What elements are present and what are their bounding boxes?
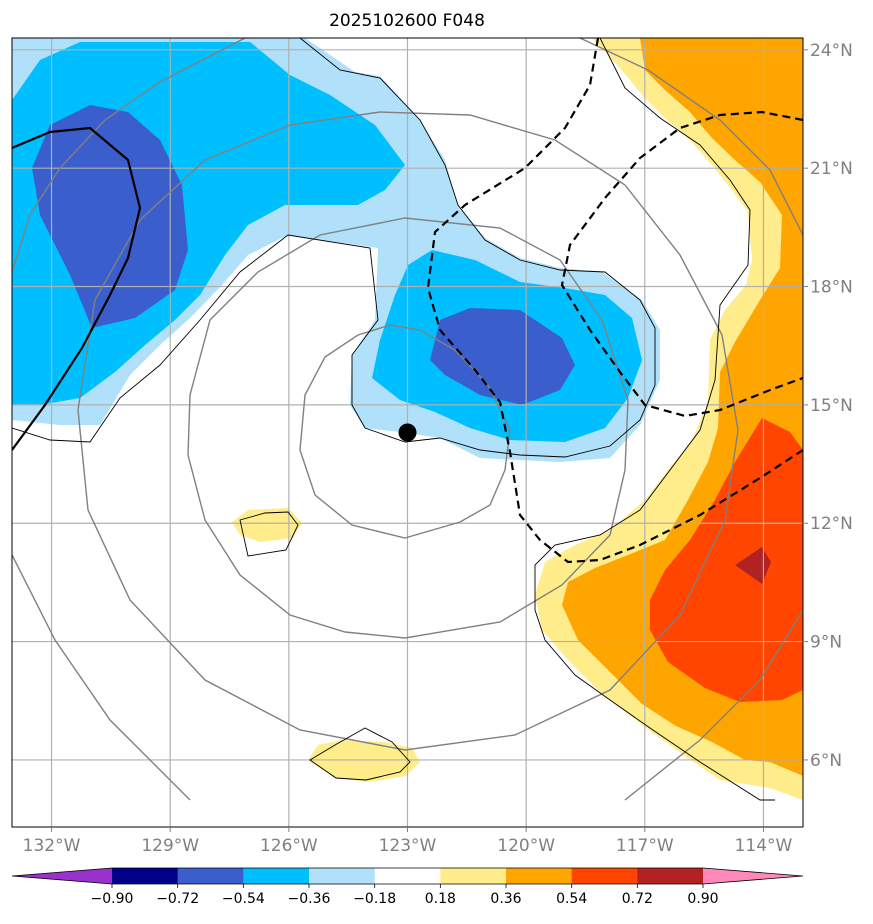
colorbar-label-9: 0.90 [687, 891, 718, 907]
contour-fill-orange-red [650, 418, 803, 702]
colorbar-label-5: 0.18 [425, 891, 456, 907]
x-tick-label-2: 126°W [260, 836, 318, 856]
thin-contour-east [534, 38, 775, 801]
colorbar-bin-6 [506, 868, 573, 884]
colorbar-bin-8 [637, 868, 704, 884]
dashed-line-east [560, 110, 803, 418]
colorbar-label-2: −0.54 [222, 891, 265, 907]
y-tick-label-0: 6°N [810, 751, 842, 771]
colorbar-label-4: −0.18 [353, 891, 396, 907]
colorbar-extend-min [12, 868, 112, 884]
thin-contour-main [12, 38, 656, 458]
y-tick-label-3: 15°N [810, 396, 853, 416]
colorbar-bin-2 [243, 868, 310, 884]
x-axis: 132°W 129°W 126°W 123°W 120°W 117°W 114°W [23, 827, 793, 856]
colorbar-label-8: 0.72 [622, 891, 653, 907]
thin-contour-small-2 [309, 727, 411, 781]
contour-fill-dark-red [735, 547, 771, 584]
map-area [12, 38, 803, 827]
colorbar-label-0: −0.90 [91, 891, 134, 907]
colorbar-label-7: 0.54 [556, 891, 587, 907]
gridlines [12, 38, 803, 827]
x-tick-label-1: 129°W [141, 836, 199, 856]
x-tick-label-5: 117°W [616, 836, 674, 856]
range-ring-2 [187, 217, 629, 639]
dashed-line-west [426, 38, 803, 564]
range-ring-4 [12, 554, 191, 801]
range-ring-7 [624, 609, 803, 801]
storm-center-marker [398, 423, 417, 442]
range-ring-5 [12, 38, 246, 273]
colorbar-bin-5 [440, 868, 507, 884]
x-tick-label-6: 114°W [735, 836, 793, 856]
y-axis: 6°N 9°N 12°N 15°N 18°N 21°N 24°N [803, 41, 853, 771]
colorbar-bin-1 [177, 868, 244, 884]
dashed-lines [426, 38, 803, 564]
colorbar-bin-0 [112, 868, 179, 884]
thin-contour-small-1 [239, 511, 299, 557]
range-ring-1 [299, 324, 511, 539]
chart-title: 2025102600 F048 [329, 11, 485, 31]
x-tick-label-4: 120°W [497, 836, 555, 856]
y-tick-label-6: 24°N [810, 41, 853, 61]
range-rings [12, 38, 803, 801]
y-tick-label-1: 9°N [810, 633, 842, 653]
colorbar: −0.90 −0.72 −0.54 −0.36 −0.18 0.18 0.36 0.54 0.7… [11, 867, 804, 907]
range-ring-3 [77, 111, 739, 751]
colorbar-label-1: −0.72 [156, 891, 199, 907]
colorbar-extend-max [703, 868, 803, 884]
thick-solid-line [12, 126, 142, 451]
x-tick-label-3: 123°W [379, 836, 437, 856]
colorbar-bin-7 [571, 868, 638, 884]
y-tick-label-2: 12°N [810, 514, 853, 534]
y-tick-label-5: 21°N [810, 159, 853, 179]
colorbar-label-6: 0.36 [490, 891, 521, 907]
colorbar-bin-4 [374, 868, 441, 884]
x-tick-label-0: 132°W [23, 836, 81, 856]
colorbar-label-3: −0.36 [288, 891, 331, 907]
thin-contours [12, 38, 775, 801]
range-ring-6 [579, 38, 803, 236]
colorbar-bin-3 [309, 868, 376, 884]
y-tick-label-4: 18°N [810, 278, 853, 298]
